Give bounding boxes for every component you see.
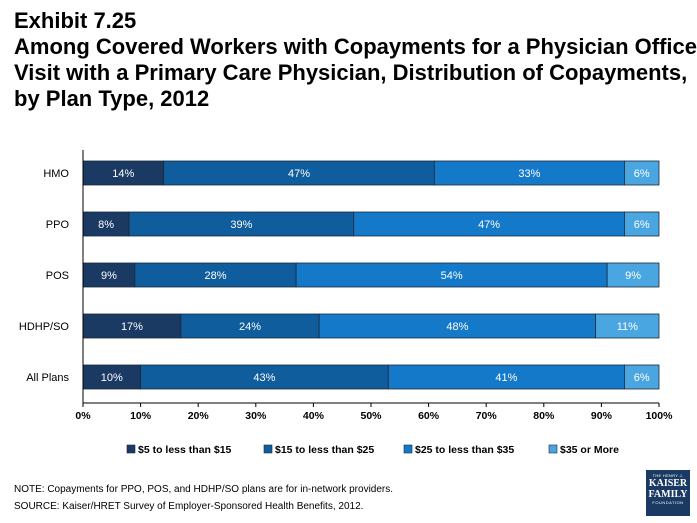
category-label: HDHP/SO	[19, 321, 70, 333]
stacked-bar-chart: 14% 47% 33% 6% HMO 8% 39% 47% 6% PPO 9% 28% 54% 9% POS…	[19, 150, 674, 456]
bar-segment	[163, 160, 435, 186]
bar-segment	[624, 160, 660, 186]
data-label: 28%	[204, 270, 226, 282]
legend-label: $35 or More	[560, 444, 619, 456]
source-text: SOURCE: Kaiser/HRET Survey of Employer-S…	[14, 501, 364, 512]
legend-swatch	[263, 444, 273, 454]
data-label: 33%	[518, 168, 540, 180]
data-label: 8%	[98, 219, 114, 231]
bar-segment	[82, 313, 182, 339]
x-tick-label: 70%	[476, 410, 498, 422]
data-label: 47%	[478, 219, 500, 231]
x-tick-label: 10%	[130, 410, 152, 422]
x-tick-label: 50%	[360, 410, 382, 422]
x-tick-label: 90%	[591, 410, 613, 422]
category-label: PPO	[46, 219, 70, 231]
data-label: 47%	[288, 168, 310, 180]
logo-line-1: THE HENRY J.	[652, 473, 684, 478]
bar-segment	[624, 211, 660, 237]
note-text: NOTE: Copayments for PPO, POS, and HDHP/…	[14, 484, 394, 495]
x-tick-label: 20%	[188, 410, 210, 422]
chart-title: Exhibit 7.25 Among Covered Workers with …	[14, 8, 697, 112]
title-line-2: Visit with a Primary Care Physician, Dis…	[14, 60, 688, 85]
x-tick-label: 30%	[245, 410, 267, 422]
notes-block: NOTE: Copayments for PPO, POS, and HDHP/…	[14, 481, 393, 515]
category-label: All Plans	[26, 372, 69, 384]
title-line-1: Among Covered Workers with Copayments fo…	[14, 34, 697, 59]
bar-segment	[82, 211, 130, 237]
data-label: 10%	[101, 372, 123, 384]
bar-segment	[140, 364, 389, 390]
data-label: 9%	[101, 270, 117, 282]
x-tick-label: 80%	[533, 410, 555, 422]
logo-line-3: FAMILY	[648, 489, 688, 500]
data-label: 48%	[446, 321, 468, 333]
logo-line-4: FOUNDATION	[652, 500, 684, 505]
x-tick-label: 100%	[646, 410, 674, 422]
kaiser-logo: THE HENRY J. KAISER FAMILY FOUNDATION	[646, 470, 690, 516]
data-label: 39%	[230, 219, 252, 231]
data-label: 6%	[634, 168, 650, 180]
data-label: 6%	[634, 219, 650, 231]
data-label: 24%	[239, 321, 261, 333]
x-tick-label: 40%	[303, 410, 325, 422]
category-label: POS	[46, 270, 69, 282]
bar-segment	[606, 262, 660, 288]
category-label: HMO	[43, 168, 69, 180]
bar-segment	[595, 313, 660, 339]
legend-swatch	[403, 444, 413, 454]
bar-segment	[318, 313, 597, 339]
bar-segment	[128, 211, 355, 237]
x-tick-label: 60%	[418, 410, 440, 422]
bar-segment	[82, 262, 136, 288]
bar-segment	[82, 160, 165, 186]
legend-swatch	[548, 444, 558, 454]
bar-segment	[353, 211, 625, 237]
data-label: 43%	[253, 372, 275, 384]
legend-label: $25 to less than $35	[415, 444, 514, 456]
title-line-3: by Plan Type, 2012	[14, 86, 210, 111]
legend-label: $5 to less than $15	[138, 444, 232, 456]
legend-label: $15 to less than $25	[275, 444, 374, 456]
logo-line-2: KAISER	[648, 478, 688, 489]
data-label: 41%	[495, 372, 517, 384]
data-label: 6%	[634, 372, 650, 384]
data-label: 14%	[112, 168, 134, 180]
exhibit-number: Exhibit 7.25	[14, 8, 137, 33]
legend-swatch	[126, 444, 136, 454]
bar-segment	[624, 364, 660, 390]
data-label: 17%	[121, 321, 143, 333]
bar-segment	[295, 262, 608, 288]
x-tick-label: 0%	[75, 410, 91, 422]
bar-segment	[82, 364, 141, 390]
bar-segment	[433, 160, 625, 186]
data-label: 11%	[617, 321, 638, 333]
bar-segment	[180, 313, 320, 339]
data-label: 9%	[625, 270, 641, 282]
data-label: 54%	[441, 270, 463, 282]
bar-segment	[134, 262, 297, 288]
